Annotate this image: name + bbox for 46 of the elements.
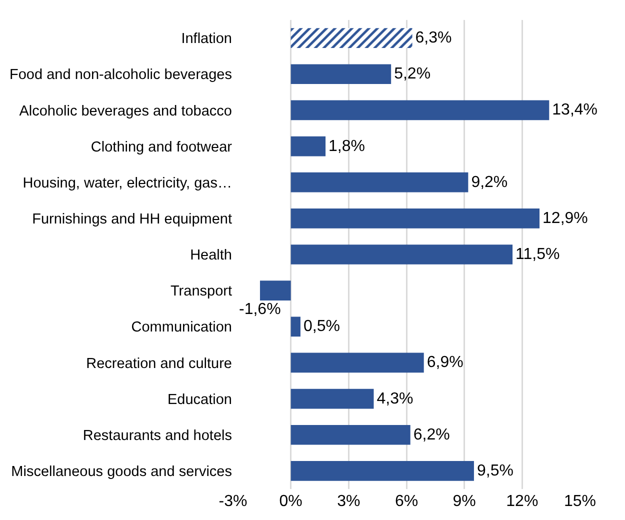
y-tick-label: Communication (131, 320, 232, 336)
data-label: 12,9% (542, 210, 588, 227)
y-tick-label: Recreation and culture (86, 356, 232, 372)
bar (290, 424, 410, 445)
data-label: -1,6% (239, 301, 281, 318)
bar (290, 64, 392, 84)
y-tick-label: Housing, water, electricity, gas… (22, 175, 232, 192)
data-label: 5,2% (394, 66, 431, 83)
y-tick-label: Clothing and footwear (90, 139, 232, 156)
x-tick-label: 9% (452, 493, 476, 510)
x-tick-label: 12% (506, 493, 538, 510)
y-tick-label: Furnishings and HH equipment (32, 211, 232, 228)
y-tick-label: Education (168, 392, 232, 408)
data-label: 11,5% (516, 246, 560, 263)
bar (290, 208, 540, 228)
y-tick-label: Restaurants and hotels (82, 428, 232, 444)
data-label: 9,2% (471, 174, 508, 191)
x-tick-label: 0% (279, 493, 302, 510)
bar (290, 28, 412, 48)
bar (290, 172, 468, 192)
y-tick-label: Health (190, 248, 232, 264)
bar (290, 388, 374, 409)
data-label: 1,8% (328, 138, 365, 155)
y-tick-label: Alcoholic beverages and tobacco (19, 103, 232, 120)
y-tick-label: Transport (170, 284, 232, 300)
x-tick-label: -3% (218, 493, 248, 510)
bar (290, 136, 326, 156)
x-tick-label: 15% (564, 493, 596, 510)
bar (260, 280, 291, 300)
data-label: 6,9% (426, 354, 464, 372)
bar (290, 461, 474, 481)
bar (290, 316, 300, 337)
x-tick-label: 3% (337, 493, 360, 510)
data-label: 13,4% (552, 102, 598, 119)
y-tick-label: Food and non-alcoholic beverages (10, 67, 232, 84)
y-tick-label: Inflation (181, 31, 232, 48)
data-label: 6,3% (415, 30, 452, 47)
data-label: 9,5% (476, 462, 514, 480)
data-label: 0,5% (303, 318, 340, 336)
x-tick-label: 6% (394, 493, 418, 510)
data-label: 4,3% (376, 390, 414, 408)
data-label: 6,2% (413, 426, 450, 444)
bar (290, 352, 424, 373)
bar (290, 100, 550, 120)
y-tick-label: Miscellaneous goods and services (11, 464, 232, 480)
bar (290, 244, 513, 264)
